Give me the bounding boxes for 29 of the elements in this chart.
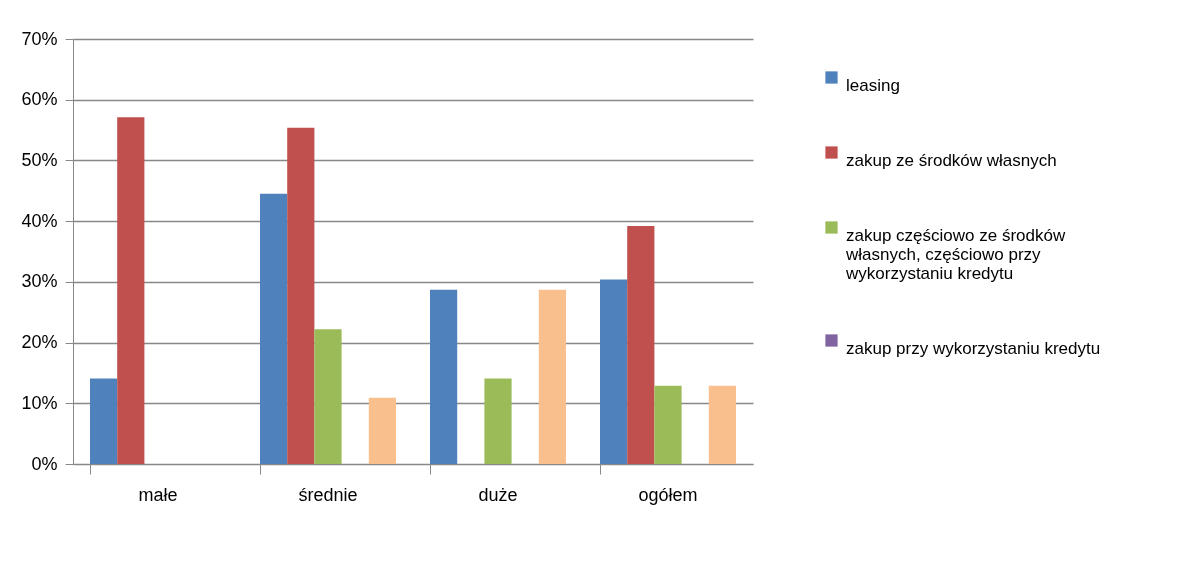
legend-label: zakup ze środków własnych [846, 150, 1057, 170]
y-tick-label: 10% [21, 392, 58, 413]
bar [368, 397, 396, 464]
bar [260, 193, 288, 464]
x-tick-label: duże [478, 484, 518, 505]
y-tick-label: 40% [21, 210, 58, 231]
bar [117, 117, 145, 464]
y-tick-label: 0% [31, 453, 58, 474]
bar [600, 279, 628, 464]
bar [654, 385, 682, 464]
bar [627, 226, 655, 464]
y-tick-label: 30% [21, 271, 58, 292]
bar [314, 329, 342, 464]
legend-label: zakup przy wykorzystaniu kredytu [846, 338, 1101, 358]
bar [538, 289, 566, 464]
y-tick-label: 50% [21, 149, 58, 170]
bar [708, 385, 736, 464]
x-tick-label: ogółem [638, 484, 698, 505]
bar [484, 378, 512, 464]
y-tick-label: 20% [21, 332, 58, 353]
legend-label: zakup częściowo ze środków własnych, częściowo przy wykorzystaniu kredytu [845, 225, 1066, 283]
bar [90, 378, 118, 464]
x-tick-label: małe [138, 484, 178, 505]
bar [287, 127, 315, 464]
y-tick-label: 70% [21, 28, 58, 49]
y-tick-label: 60% [21, 89, 58, 110]
legend-label: leasing [846, 75, 900, 95]
x-tick-label: średnie [298, 484, 358, 505]
bar [430, 289, 458, 464]
